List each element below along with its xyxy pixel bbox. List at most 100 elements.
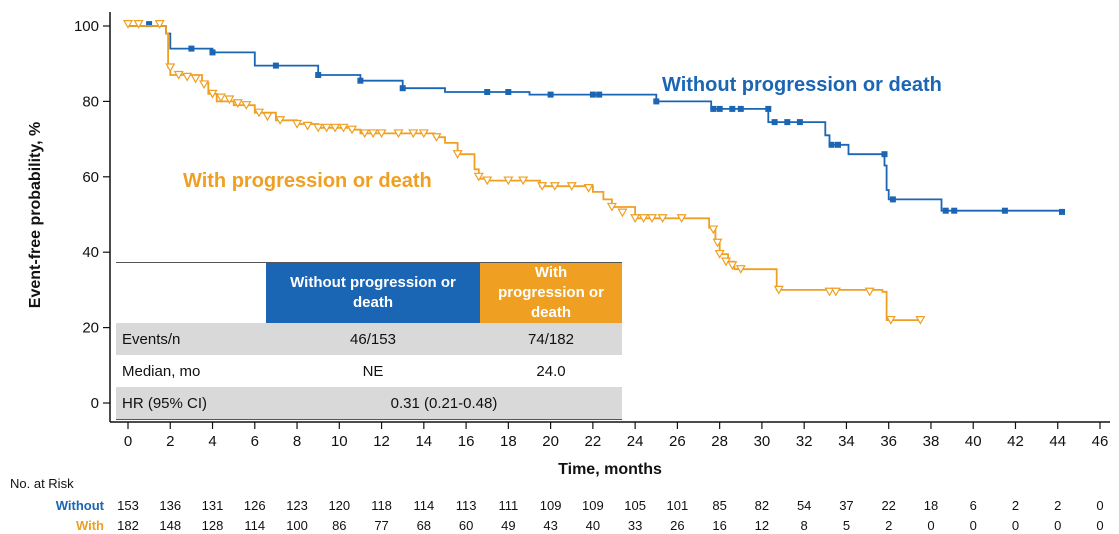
summary-header-row: Without progression or death With progre… bbox=[116, 262, 622, 323]
censor-mark-without bbox=[547, 91, 554, 98]
summary-median-with: 24.0 bbox=[536, 362, 566, 380]
x-tick-label: 2 bbox=[166, 433, 174, 450]
censor-mark-with bbox=[518, 176, 529, 186]
censor-mark-with bbox=[275, 116, 286, 125]
risk-value: 5 bbox=[843, 518, 850, 533]
censor-mark-with bbox=[638, 214, 649, 223]
risk-row-label-without: Without bbox=[56, 498, 105, 513]
risk-value: 126 bbox=[244, 498, 266, 513]
risk-value: 0 bbox=[1012, 518, 1019, 533]
censor-mark-without bbox=[835, 141, 841, 148]
censor-mark-with bbox=[376, 129, 387, 139]
risk-value: 101 bbox=[667, 498, 689, 513]
summary-row-hr: HR (95% CI) 0.31 (0.21-0.48) bbox=[116, 387, 622, 420]
risk-value: 22 bbox=[881, 498, 895, 513]
risk-value: 12 bbox=[755, 518, 769, 533]
risk-value: 123 bbox=[286, 498, 308, 513]
x-tick-label: 28 bbox=[711, 433, 728, 450]
x-tick-label: 22 bbox=[585, 433, 602, 450]
censor-mark-without bbox=[1001, 207, 1008, 214]
censor-mark-with bbox=[199, 80, 210, 90]
censor-mark-with bbox=[714, 249, 725, 259]
censor-mark-with bbox=[338, 123, 349, 133]
summary-events-without: 46/153 bbox=[266, 323, 480, 355]
x-tick-label: 32 bbox=[796, 433, 813, 450]
censor-mark-with bbox=[302, 121, 313, 131]
x-tick-label: 16 bbox=[458, 433, 475, 450]
risk-value: 2 bbox=[885, 518, 892, 533]
censor-mark-with bbox=[617, 208, 628, 218]
censor-mark-with bbox=[262, 112, 273, 122]
risk-value: 120 bbox=[328, 498, 350, 513]
censor-mark-with bbox=[292, 119, 303, 129]
censor-mark-without bbox=[716, 105, 723, 112]
risk-value: 0 bbox=[1096, 498, 1103, 513]
risk-value: 109 bbox=[582, 498, 604, 513]
summary-events-label: Events/n bbox=[116, 323, 266, 355]
risk-value: 0 bbox=[927, 518, 934, 533]
x-tick-label: 0 bbox=[124, 433, 132, 450]
censor-mark-without bbox=[315, 72, 322, 78]
censor-mark-with bbox=[232, 99, 243, 108]
censor-mark-without bbox=[881, 151, 888, 158]
x-tick-label: 6 bbox=[251, 433, 259, 450]
risk-value: 37 bbox=[839, 498, 853, 513]
censor-mark-without bbox=[889, 196, 896, 203]
censor-mark-with bbox=[606, 202, 617, 212]
risk-value: 54 bbox=[797, 498, 811, 513]
censor-mark-with bbox=[630, 214, 641, 223]
censor-mark-with bbox=[122, 20, 134, 29]
censor-mark-without bbox=[272, 62, 279, 69]
censor-mark-without bbox=[653, 98, 660, 105]
risk-value: 43 bbox=[543, 518, 557, 533]
risk-value: 49 bbox=[501, 518, 515, 533]
summary-hr-label: HR (95% CI) bbox=[116, 387, 266, 420]
censor-mark-without bbox=[146, 21, 153, 28]
censor-mark-with bbox=[549, 182, 560, 191]
censor-mark-with bbox=[133, 20, 144, 29]
risk-value: 16 bbox=[712, 518, 726, 533]
summary-median-without: NE bbox=[362, 362, 384, 380]
risk-value: 128 bbox=[202, 518, 224, 533]
censor-mark-with bbox=[207, 89, 218, 99]
y-tick-label: 100 bbox=[74, 18, 99, 35]
risk-value: 8 bbox=[801, 518, 808, 533]
censor-mark-with bbox=[215, 93, 227, 103]
censor-mark-with bbox=[830, 287, 841, 297]
censor-mark-with bbox=[253, 108, 265, 118]
censor-mark-with bbox=[647, 214, 658, 223]
censor-mark-without bbox=[1059, 208, 1065, 215]
censor-mark-with bbox=[864, 287, 875, 297]
censor-mark-without bbox=[505, 89, 512, 95]
risk-value: 2 bbox=[1012, 498, 1019, 513]
censor-mark-with bbox=[313, 123, 324, 133]
censor-mark-without bbox=[589, 91, 596, 98]
x-tick-label: 26 bbox=[669, 433, 686, 450]
censor-mark-with bbox=[393, 129, 404, 139]
x-tick-label: 30 bbox=[754, 433, 771, 450]
censor-mark-with bbox=[241, 101, 252, 110]
y-tick-label: 40 bbox=[82, 244, 99, 261]
y-tick-label: 80 bbox=[82, 93, 99, 110]
summary-header-without: Without progression or death bbox=[266, 262, 480, 323]
risk-value: 114 bbox=[413, 498, 434, 513]
series-label-without: Without progression or death bbox=[662, 74, 942, 96]
censor-mark-without bbox=[729, 105, 736, 112]
risk-value: 136 bbox=[159, 498, 181, 513]
x-tick-label: 10 bbox=[331, 433, 348, 450]
censor-mark-without bbox=[771, 119, 778, 126]
x-tick-label: 34 bbox=[838, 433, 855, 450]
series-label-with: With progression or death bbox=[183, 170, 432, 192]
censor-mark-with bbox=[346, 125, 358, 135]
summary-row-events: Events/n 46/153 74/182 bbox=[116, 323, 622, 355]
censor-mark-without bbox=[710, 105, 717, 112]
censor-mark-without bbox=[357, 77, 364, 84]
censor-mark-without bbox=[828, 141, 835, 148]
x-axis-title: Time, months bbox=[558, 461, 662, 478]
risk-value: 0 bbox=[970, 518, 977, 533]
x-tick-label: 18 bbox=[500, 433, 517, 450]
risk-table-title: No. at Risk bbox=[10, 476, 74, 491]
risk-value: 60 bbox=[459, 518, 473, 533]
x-tick-label: 44 bbox=[1049, 433, 1066, 450]
